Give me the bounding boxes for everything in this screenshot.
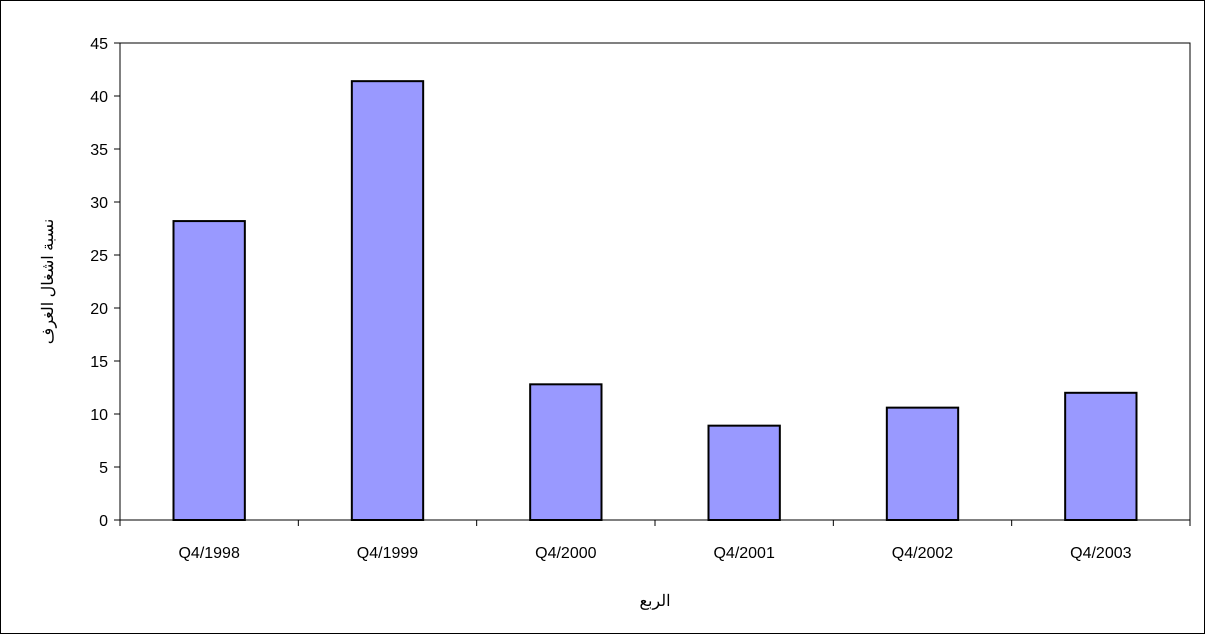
y-tick-label: 45 bbox=[90, 36, 108, 53]
y-tick-label: 15 bbox=[90, 354, 108, 371]
y-tick-label: 40 bbox=[90, 89, 108, 106]
y-tick-label: 10 bbox=[90, 407, 108, 424]
y-axis-title: نسبة اشغال الغرف bbox=[40, 219, 57, 345]
y-tick-label: 20 bbox=[90, 301, 108, 318]
bars bbox=[172, 80, 1138, 522]
x-tick-label: Q4/2003 bbox=[1070, 545, 1131, 562]
y-tick-label: 25 bbox=[90, 248, 108, 265]
bar bbox=[172, 220, 246, 522]
y-tick-label: 30 bbox=[90, 195, 108, 212]
x-tick-label: Q4/2001 bbox=[713, 545, 774, 562]
x-tick-label: Q4/1998 bbox=[178, 545, 239, 562]
plot-border bbox=[119, 42, 1191, 521]
x-axis-title: الربع bbox=[639, 593, 670, 610]
y-axis: 0 5 10 15 20 25 30 35 40 45 bbox=[90, 36, 120, 530]
bar bbox=[350, 80, 425, 521]
bar bbox=[885, 406, 960, 522]
bar bbox=[1064, 391, 1138, 521]
bar bbox=[529, 383, 603, 521]
y-tick-label: 5 bbox=[99, 460, 108, 477]
x-tick-label: Q4/2000 bbox=[535, 545, 596, 562]
x-tick-label: Q4/1999 bbox=[357, 545, 418, 562]
y-tick-label: 35 bbox=[90, 142, 108, 159]
bar bbox=[707, 424, 781, 521]
x-tick-label: Q4/2002 bbox=[892, 545, 953, 562]
x-axis: Q4/1998 Q4/1999 Q4/2000 Q4/2001 Q4/2002 Q4/20… bbox=[119, 520, 1191, 562]
y-tick-label: 0 bbox=[99, 513, 108, 530]
